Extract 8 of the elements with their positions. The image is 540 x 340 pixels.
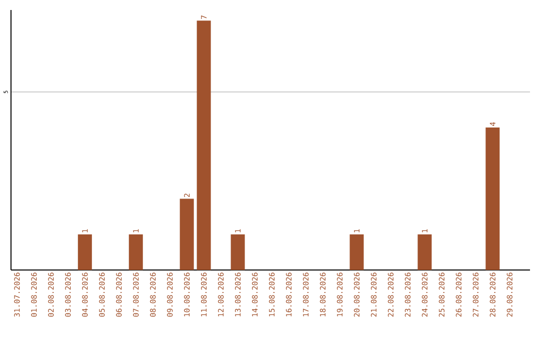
bar <box>128 234 143 270</box>
bar <box>350 234 364 270</box>
bar <box>78 234 92 270</box>
bar <box>418 234 432 270</box>
bar <box>180 198 194 270</box>
bar <box>230 234 245 270</box>
bar <box>196 20 211 270</box>
bar <box>486 128 500 270</box>
